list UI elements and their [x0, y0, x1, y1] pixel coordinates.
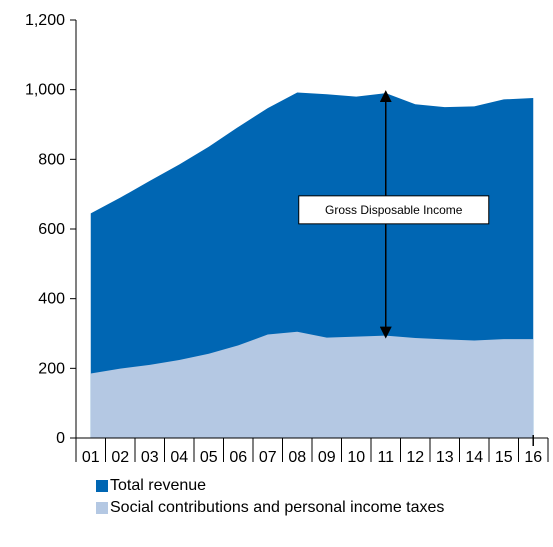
x-tick-label: 12 — [406, 449, 424, 466]
legend-item-social-contributions: Social contributions and personal income… — [96, 497, 444, 519]
y-tick-label: 1,200 — [25, 12, 65, 29]
legend-label-social-contributions: Social contributions and personal income… — [110, 499, 445, 516]
x-tick-label: 08 — [288, 449, 306, 466]
x-tick-label: 07 — [259, 449, 277, 466]
x-tick-label: 09 — [318, 449, 336, 466]
x-tick-label: 04 — [170, 449, 188, 466]
legend-label-total-revenue: Total revenue — [110, 477, 207, 494]
y-tick-label: 800 — [38, 151, 65, 168]
y-tick-label: 200 — [38, 360, 65, 377]
legend-swatch-social-contributions — [96, 502, 108, 514]
x-tick-label: 11 — [377, 449, 394, 466]
legend-item-total-revenue: Total revenue — [96, 475, 444, 497]
y-tick-label: 400 — [38, 291, 65, 308]
y-tick-label: 1,000 — [25, 82, 65, 99]
legend-swatch-total-revenue — [96, 480, 108, 492]
y-tick-label: 600 — [38, 221, 65, 238]
axes: 0 200 400 600 800 1,000 1,200 01 02 03 04 05 06 07 08 0… — [25, 12, 549, 466]
x-tick-label: 02 — [111, 449, 129, 466]
x-tick-label: 10 — [347, 449, 365, 466]
x-tick-label: 13 — [436, 449, 454, 466]
x-tick-label: 16 — [524, 449, 542, 466]
x-tick-label: 05 — [200, 449, 218, 466]
area-layer — [90, 92, 534, 438]
x-tick-marker: I — [531, 433, 535, 450]
annotation-label: Gross Disposable Income — [325, 203, 463, 217]
x-tick-label: 14 — [465, 449, 483, 466]
y-tick-label: 0 — [56, 430, 65, 447]
x-tick-label: 01 — [82, 449, 100, 466]
area-social-contributions-and-personal-income-taxes — [90, 331, 534, 438]
x-tick-label: 15 — [495, 449, 513, 466]
x-tick-label: 03 — [141, 449, 159, 466]
gross-disposable-income-annotation: Gross Disposable Income — [298, 90, 490, 339]
annotation-box — [298, 195, 490, 225]
legend: Total revenue Social contributions and p… — [96, 475, 444, 519]
x-tick-label: 06 — [229, 449, 247, 466]
